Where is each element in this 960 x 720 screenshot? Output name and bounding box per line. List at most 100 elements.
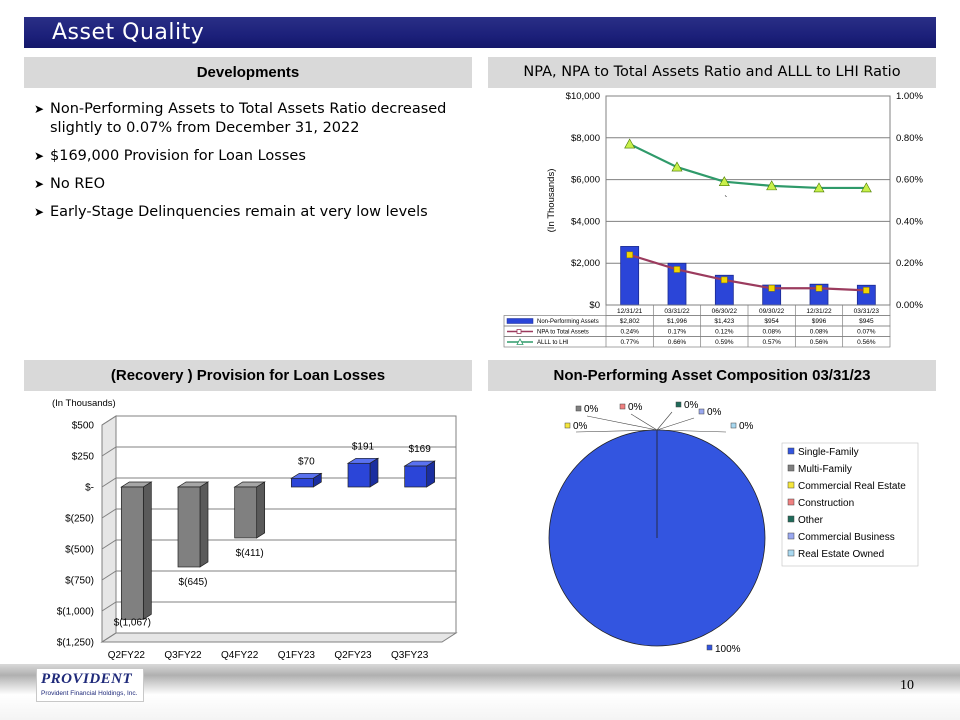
pie-label-swatch: [698, 408, 705, 415]
x-tick-label: Q2FY22: [108, 650, 146, 661]
y-tick-label: $2,000: [571, 258, 600, 269]
legend-swatch: [787, 549, 795, 557]
provision-bar: [177, 486, 201, 568]
y-tick-label: $8,000: [571, 133, 600, 144]
arrow-bullet-icon: ➤: [34, 102, 45, 116]
composition-chart-heading: Non-Performing Asset Composition 03/31/2…: [488, 360, 936, 391]
legend-swatch: [787, 464, 795, 472]
stray-mark: `: [724, 195, 727, 205]
provision-bar-chart: (In Thousands) $(1,250) $(1,000) $(750) $(50…: [52, 398, 458, 661]
plot-floor: [100, 632, 458, 643]
provision-chart-heading: (Recovery ) Provision for Loan Losses: [24, 360, 472, 391]
pie-data-label: 0%: [684, 400, 699, 411]
x-tick-label: Q4FY22: [221, 650, 259, 661]
series-name: Non-Performing Assets: [537, 319, 599, 325]
plot-back-wall: [115, 415, 457, 634]
series-line: [629, 143, 867, 190]
y-tick-label: $(500): [65, 545, 94, 556]
legend-entry: Real Estate Owned: [798, 549, 884, 560]
gridline: [101, 539, 456, 550]
provision-bar: [120, 486, 144, 620]
x-tick-label: 03/31/23: [854, 308, 880, 315]
legend-entry: Commercial Business: [798, 532, 895, 543]
x-tick-label: 06/30/22: [712, 308, 738, 315]
pie-label-swatch: [730, 422, 737, 429]
y2-tick-label: 0.40%: [896, 216, 923, 227]
pie-data-label: 0%: [707, 407, 722, 418]
leader-line: [656, 417, 695, 431]
alll-ratio-point: [766, 180, 778, 191]
npa-combo-chart: $0 $2,000 $4,000 $6,000 $8,000 $10,000 0.00% 0.…: [503, 91, 923, 348]
legend-swatch: [787, 532, 795, 540]
gridline: [101, 415, 456, 426]
pie-data-label: 0%: [628, 402, 643, 413]
y-tick-label: $(1,250): [57, 638, 94, 649]
legend-entry: Single-Family: [798, 447, 859, 458]
footer-bar: [0, 664, 960, 720]
plot-side-wall: [101, 415, 117, 643]
x-tick-label: 03/31/22: [664, 308, 690, 315]
table-cell: 0.77%: [620, 339, 639, 346]
page-title: Asset Quality: [52, 20, 205, 45]
table-cell: 0.56%: [857, 339, 876, 346]
developments-list: ➤ Non-Performing Assets to Total Assets R…: [34, 100, 474, 231]
pie-data-label: 0%: [584, 404, 599, 415]
npa-ratio-point: [721, 276, 728, 284]
y-tick-label: $10,000: [566, 91, 600, 102]
y-tick-label: $0: [589, 300, 600, 311]
plot-frame: [605, 95, 891, 306]
pie-data-label: 100%: [715, 644, 741, 655]
arrow-bullet-icon: ➤: [34, 149, 45, 163]
table-cell: 0.12%: [715, 329, 734, 336]
gridline: [101, 570, 456, 581]
development-bullet: ➤ Non-Performing Assets to Total Assets R…: [34, 101, 447, 136]
y2-tick-label: 1.00%: [896, 91, 923, 102]
bar-side-face: [142, 481, 152, 620]
alll-ratio-point: [671, 161, 683, 172]
pie-label-swatch: [575, 405, 582, 412]
gridline: [101, 632, 456, 643]
alll-ratio-point: [624, 138, 636, 149]
series-name: ALLL to LHI: [537, 340, 569, 346]
x-tick-label: 09/30/22: [759, 308, 785, 315]
bar-side-face: [256, 481, 266, 539]
table-cell: 0.08%: [762, 329, 781, 336]
legend-bar-icon: [506, 318, 534, 324]
y2-tick-label: 0.00%: [896, 300, 923, 311]
title-bar: Asset Quality: [24, 17, 936, 48]
legend-entry: Multi-Family: [798, 464, 852, 475]
table-cell: 0.59%: [715, 339, 734, 346]
legend-marker-icon: [516, 338, 524, 345]
data-label: $(645): [179, 577, 208, 588]
alll-ratio-point: [718, 176, 730, 186]
bar-side-face: [199, 481, 209, 568]
leader-line: [575, 429, 658, 433]
y-tick-label: $4,000: [571, 216, 600, 227]
table-cell: 0.07%: [857, 329, 876, 336]
y2-tick-label: 0.20%: [896, 258, 923, 269]
legend-swatch: [787, 481, 795, 489]
gridline: [101, 508, 456, 519]
provision-bar: [234, 486, 258, 539]
x-tick-label: Q3FY23: [391, 650, 429, 661]
table-cell: $1,996: [667, 318, 687, 325]
development-bullet: ➤ Early-Stage Delinquencies remain at ver…: [34, 204, 428, 220]
legend-swatch: [787, 515, 795, 523]
table-cell: 0.66%: [668, 339, 687, 346]
series-line: [629, 253, 867, 292]
provision-bar: [290, 477, 314, 488]
y-tick-label: $(1,000): [57, 607, 94, 618]
leader-line: [656, 429, 727, 433]
y-tick-label: $250: [72, 452, 95, 463]
legend-swatch: [787, 447, 795, 455]
table-cell: $954: [764, 318, 779, 325]
data-label: $70: [298, 456, 315, 467]
table-cell: 0.17%: [668, 329, 687, 336]
gridline: [101, 477, 456, 488]
leader-line: [586, 415, 658, 431]
units-label: (In Thousands): [52, 398, 116, 409]
npa-ratio-point: [673, 266, 681, 273]
table-cell: 0.57%: [762, 339, 781, 346]
pie-label-swatch: [706, 644, 713, 651]
provident-logo: PROVIDENT Provident Financial Holdings, …: [36, 668, 144, 702]
